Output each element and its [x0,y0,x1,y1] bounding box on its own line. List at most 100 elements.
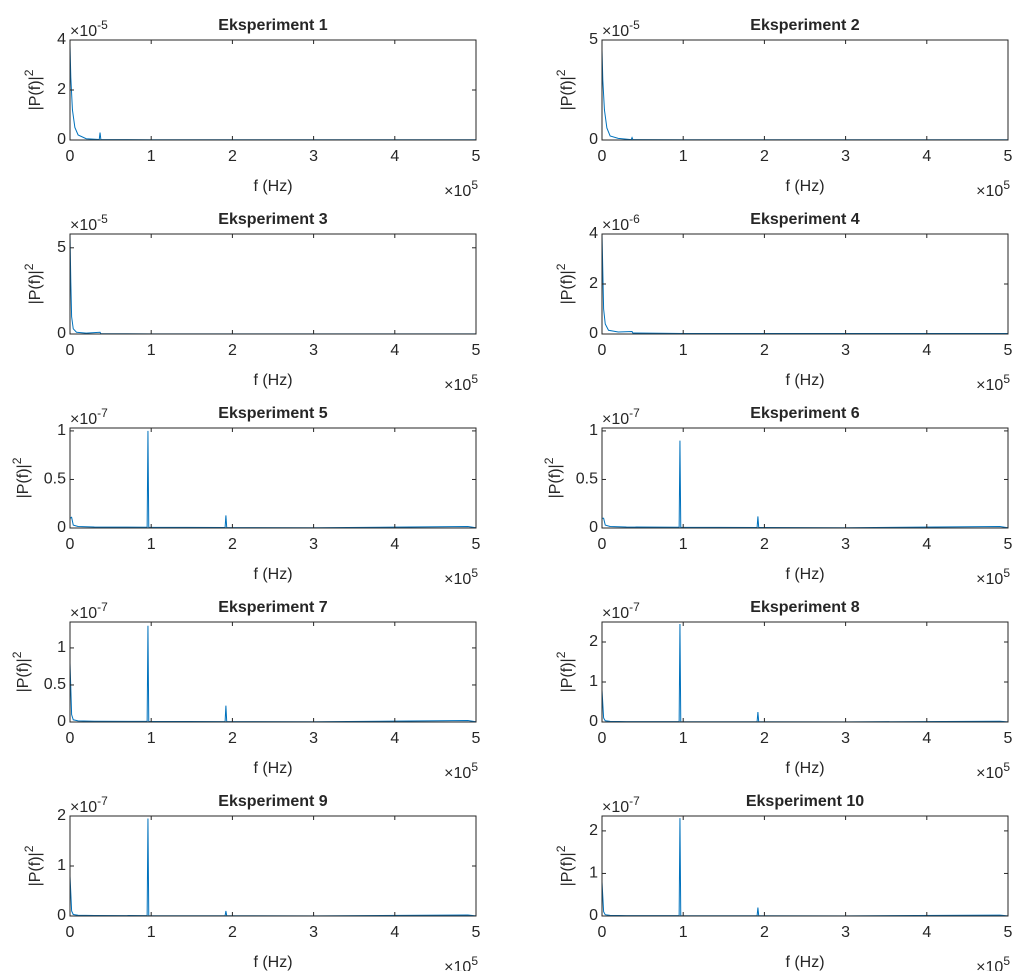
y-tick-label: 4 [57,31,66,48]
y-tick-label: 0 [589,131,598,148]
plot-area [602,816,1008,916]
y-label-base: |P(f)| [547,464,564,498]
x-tick-label: 4 [922,924,931,941]
x-multiplier-base: ×10 [444,377,471,394]
x-tick-label: 1 [679,148,688,165]
subplot-title: Eksperiment 7 [218,599,327,616]
plot-area [602,622,1008,722]
x-tick-label: 5 [472,536,481,553]
x-multiplier-base: ×10 [444,959,471,971]
x-multiplier-base: ×10 [444,765,471,782]
x-tick-label: 1 [147,342,156,359]
y-axis-label: |P(f)|2 [10,651,32,692]
y-label-base: |P(f)| [15,658,32,692]
y-axis-label: |P(f)|2 [554,845,576,886]
plot-area [70,234,476,334]
x-tick-label: 4 [390,730,399,747]
x-multiplier: ×105 [444,178,478,200]
x-multiplier-exponent: 5 [1003,566,1010,580]
x-tick-label: 2 [228,148,237,165]
x-axis-label: f (Hz) [785,954,824,971]
plot-area [70,428,476,528]
y-multiplier: ×10-5 [70,212,108,234]
x-multiplier-base: ×10 [976,959,1003,971]
x-multiplier: ×105 [976,760,1010,782]
plot-area [602,428,1008,528]
y-multiplier-exponent: -6 [629,212,640,226]
x-tick-label: 4 [922,148,931,165]
x-axis-label: f (Hz) [253,178,292,195]
y-label-superscript: 2 [22,845,36,852]
x-tick-label: 2 [228,536,237,553]
y-tick-label: 1 [57,639,66,656]
y-tick-label: 1 [589,673,598,690]
y-multiplier: ×10-7 [70,600,108,622]
x-multiplier-base: ×10 [444,183,471,200]
y-tick-label: 2 [589,275,598,292]
x-tick-label: 5 [1004,536,1013,553]
y-multiplier: ×10-7 [70,794,108,816]
x-multiplier-exponent: 5 [1003,372,1010,386]
x-tick-label: 0 [598,730,607,747]
x-axis-label: f (Hz) [785,372,824,389]
y-tick-label: 0 [57,131,66,148]
y-tick-label: 0 [57,907,66,924]
x-multiplier: ×105 [444,954,478,971]
x-tick-label: 5 [472,342,481,359]
y-label-superscript: 2 [22,69,36,76]
x-tick-label: 1 [147,148,156,165]
x-tick-label: 1 [679,730,688,747]
x-tick-label: 1 [147,924,156,941]
x-tick-label: 2 [228,924,237,941]
y-multiplier-exponent: -7 [97,406,108,420]
x-tick-label: 2 [760,924,769,941]
y-tick-label: 0 [589,713,598,730]
y-tick-label: 0.5 [44,676,66,693]
x-multiplier-base: ×10 [976,377,1003,394]
x-tick-label: 0 [66,730,75,747]
y-axis-label: |P(f)|2 [22,845,44,886]
y-label-superscript: 2 [554,69,568,76]
plot-area [602,234,1008,334]
y-tick-label: 0.5 [576,471,598,488]
x-multiplier: ×105 [976,954,1010,971]
x-tick-label: 4 [390,924,399,941]
plot-area [70,40,476,140]
x-tick-label: 0 [66,924,75,941]
x-tick-label: 1 [147,536,156,553]
y-multiplier-base: ×10 [70,217,97,234]
x-tick-label: 3 [309,342,318,359]
axes-box [601,815,1009,917]
x-tick-label: 1 [679,342,688,359]
y-multiplier: ×10-5 [602,18,640,40]
y-axis-label: |P(f)|2 [542,457,564,498]
x-multiplier: ×105 [444,372,478,394]
x-axis-label: f (Hz) [253,566,292,583]
x-multiplier-exponent: 5 [1003,954,1010,968]
x-multiplier-exponent: 5 [1003,760,1010,774]
plot-area [70,816,476,916]
y-multiplier: ×10-5 [70,18,108,40]
y-axis-label: |P(f)|2 [22,69,44,110]
axes-box [69,233,477,335]
subplot-title: Eksperiment 1 [218,17,327,34]
subplot-title: Eksperiment 5 [218,405,327,422]
y-multiplier-exponent: -7 [97,600,108,614]
x-multiplier-exponent: 5 [471,954,478,968]
plot-area [602,40,1008,140]
y-multiplier-base: ×10 [602,23,629,40]
y-label-superscript: 2 [554,845,568,852]
x-multiplier-base: ×10 [976,765,1003,782]
y-tick-label: 0 [57,519,66,536]
y-tick-label: 5 [589,31,598,48]
axes-box [601,621,1009,723]
x-multiplier: ×105 [444,566,478,588]
